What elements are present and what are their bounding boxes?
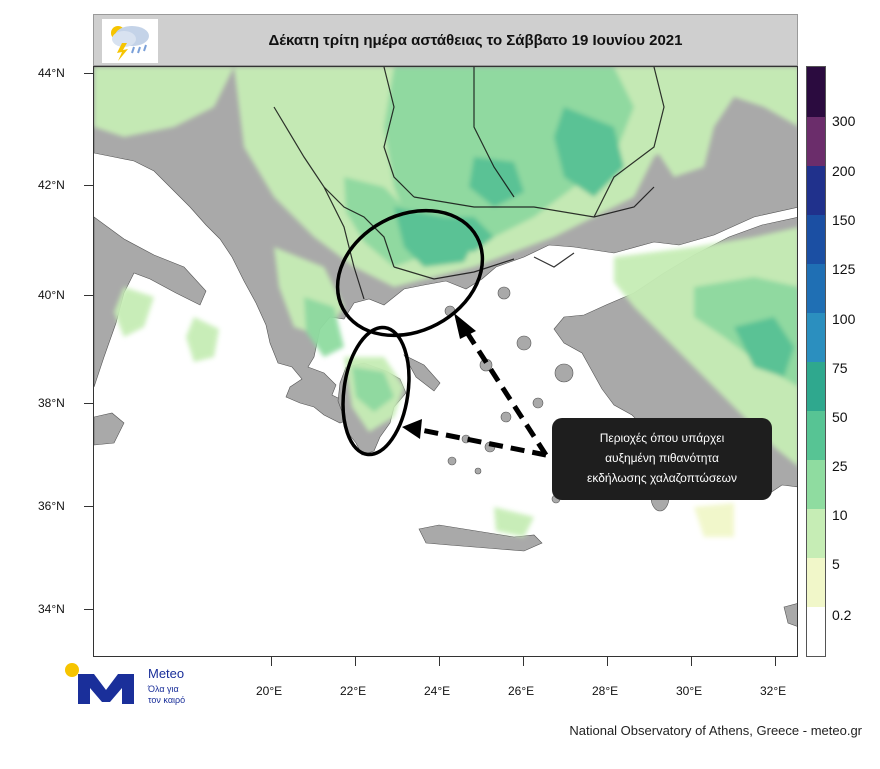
legend-label-75: 75 — [832, 360, 848, 376]
lat-tick — [84, 185, 93, 186]
logo-name: Meteo — [148, 666, 185, 681]
logo-tagline-1: Όλα για — [148, 684, 179, 694]
lon-tick — [523, 657, 524, 666]
meteo-logo — [64, 660, 204, 710]
lat-label-38: 38°N — [38, 396, 65, 410]
precipitation-field — [94, 67, 797, 537]
country-borders — [273, 67, 665, 300]
lat-label-40: 40°N — [38, 288, 65, 302]
title-bar: Δέκατη τρίτη ημέρα αστάθειας το Σάββατο … — [93, 14, 798, 66]
colorbar-segment — [807, 263, 825, 313]
colorbar-segment — [807, 459, 825, 510]
lon-tick — [691, 657, 692, 666]
lon-label-20: 20°E — [256, 684, 283, 698]
lat-tick — [84, 506, 93, 507]
legend-label-100: 100 — [832, 311, 856, 327]
legend-label-0-2: 0.2 — [832, 607, 852, 623]
colorbar-segment — [807, 557, 825, 608]
lon-label-32: 32°E — [760, 684, 787, 698]
lat-tick — [84, 609, 93, 610]
lon-tick — [271, 657, 272, 666]
highlight-ellipses — [335, 208, 485, 457]
land-sicily — [94, 412, 125, 446]
colorbar-segment — [807, 165, 825, 215]
legend-label-50: 50 — [832, 409, 848, 425]
colorbar-segment — [807, 116, 825, 166]
colorbar-segment — [807, 361, 825, 412]
lon-label-30: 30°E — [676, 684, 703, 698]
map-title: Δέκατη τρίτη ημέρα αστάθειας το Σάββατο … — [268, 32, 683, 49]
colorbar-segment — [807, 508, 825, 559]
lon-label-28: 28°E — [592, 684, 619, 698]
lat-label-34: 34°N — [38, 602, 65, 616]
land-crete — [418, 524, 543, 552]
colorbar-segment — [807, 606, 825, 657]
land-italy — [94, 216, 207, 388]
map-canvas — [94, 67, 797, 627]
lon-tick — [439, 657, 440, 666]
storm-cloud-icon — [102, 19, 158, 63]
lat-tick — [84, 295, 93, 296]
colorbar-segment — [807, 67, 825, 117]
lon-tick — [607, 657, 608, 666]
lon-tick — [355, 657, 356, 666]
colorbar-segment — [807, 312, 825, 362]
annotation-box: Περιοχές όπου υπάρχει αυξημένη πιθανότητ… — [552, 418, 772, 500]
lat-tick — [84, 403, 93, 404]
legend-label-150: 150 — [832, 212, 856, 228]
legend-label-10: 10 — [832, 507, 848, 523]
lon-label-24: 24°E — [424, 684, 451, 698]
region-ellipse-south — [341, 325, 411, 457]
annotation-line-2: αυξημένη πιθανότητα — [605, 451, 719, 465]
callout-arrows — [415, 329, 549, 458]
land-euboea — [403, 354, 441, 392]
precip-colorbar — [806, 66, 826, 657]
lon-label-22: 22°E — [340, 684, 367, 698]
colorbar-segment — [807, 214, 825, 264]
lat-label-36: 36°N — [38, 499, 65, 513]
legend-label-25: 25 — [832, 458, 848, 474]
lat-label-42: 42°N — [38, 178, 65, 192]
precipitation-map — [93, 66, 798, 657]
lon-label-26: 26°E — [508, 684, 535, 698]
annotation-line-3: εκδήλωσης χαλαζοπτώσεων — [587, 471, 737, 485]
legend-label-5: 5 — [832, 556, 840, 572]
legend-label-200: 200 — [832, 163, 856, 179]
lat-tick — [84, 73, 93, 74]
legend-label-125: 125 — [832, 261, 856, 277]
region-ellipse-north — [335, 208, 485, 338]
legend-label-300: 300 — [832, 113, 856, 129]
lon-tick — [775, 657, 776, 666]
logo-tagline-2: τον καιρό — [148, 695, 186, 705]
lat-label-44: 44°N — [38, 66, 65, 80]
colorbar-segment — [807, 410, 825, 461]
annotation-line-1: Περιοχές όπου υπάρχει — [599, 431, 725, 445]
source-credit: National Observatory of Athens, Greece -… — [569, 723, 862, 738]
